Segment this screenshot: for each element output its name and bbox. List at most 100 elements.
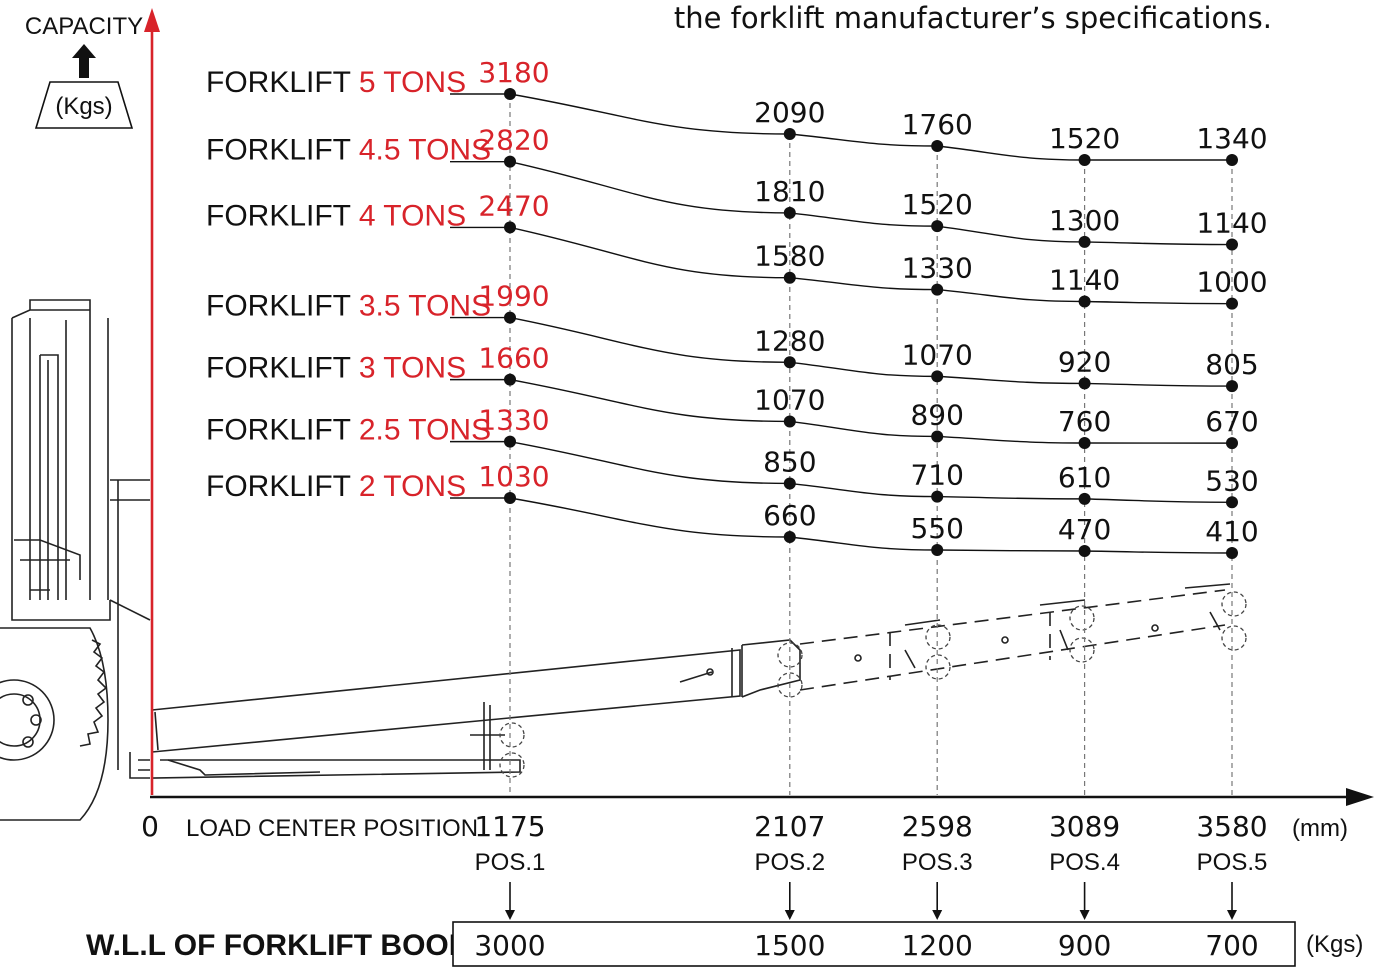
wll-values: 3000 1500 1200 900 700 (474, 929, 1258, 962)
data-point (783, 477, 796, 490)
data-label: 890 (910, 398, 963, 431)
data-point (783, 356, 796, 369)
series-line (450, 160, 1233, 246)
data-point (931, 490, 944, 503)
position-label: POS.3 (902, 849, 973, 876)
position-label: POS.2 (754, 849, 825, 876)
wll-arrowhead (1079, 910, 1090, 920)
legend-entry: FORKLIFT 4.5 TONS (206, 134, 491, 167)
legend-tonnage: 3 TONS (359, 352, 466, 385)
data-label: 530 (1205, 464, 1258, 497)
data-point (1078, 235, 1091, 248)
data-label: 1280 (754, 324, 825, 357)
x-tick-label: 3580 (1196, 810, 1267, 843)
legend-prefix: FORKLIFT (206, 414, 359, 447)
data-point (783, 206, 796, 219)
data-label: 850 (763, 445, 816, 478)
data-label: 1810 (754, 175, 825, 208)
data-label: 1070 (754, 383, 825, 416)
wll-label: W.L.L OF FORKLIFT BOOM (86, 929, 474, 962)
wll-value: 900 (1058, 929, 1111, 962)
x-tick-label: 3089 (1049, 810, 1120, 843)
series-line (450, 497, 1233, 554)
data-point (1226, 297, 1238, 310)
forklift-illustration (0, 299, 151, 821)
series-line (450, 316, 1233, 387)
wll-value: 3000 (474, 929, 545, 962)
series-layer: 3180 2090 1760 1520 1340 2820 1810 1520 1300 1140… (450, 56, 1268, 559)
data-point (1226, 238, 1238, 251)
wll-value: 700 (1205, 929, 1258, 962)
data-point (1078, 545, 1091, 557)
data-label: 760 (1058, 405, 1111, 438)
x-axis-unit: (mm) (1292, 815, 1348, 842)
position-label: POS.5 (1197, 849, 1268, 876)
legend-tonnage: 5 TONS (359, 66, 466, 99)
data-label: 1140 (1049, 264, 1120, 297)
legend-prefix: FORKLIFT (206, 352, 359, 385)
legend-prefix: FORKLIFT (206, 66, 359, 99)
position-label: POS.1 (475, 849, 546, 876)
data-label: 660 (763, 499, 816, 532)
data-label: 610 (1058, 461, 1111, 494)
data-point (931, 220, 944, 233)
wll-value: 1500 (754, 929, 825, 962)
data-label: 670 (1205, 405, 1258, 438)
data-point (1078, 437, 1091, 450)
data-point (1226, 547, 1238, 559)
series-line (450, 440, 1233, 503)
y-axis-unit: (Kgs) (55, 93, 112, 120)
boom-illustration (151, 583, 1247, 779)
data-label: 2470 (478, 189, 549, 222)
data-label: 1340 (1196, 122, 1267, 155)
data-point (931, 140, 944, 152)
legend-tonnage: 2 TONS (359, 470, 466, 503)
data-point (504, 88, 516, 100)
data-point (504, 492, 516, 504)
data-point (504, 311, 516, 324)
data-point (1078, 492, 1091, 505)
x-tick-label: 2107 (754, 810, 825, 843)
data-point (931, 370, 944, 383)
data-point (1078, 154, 1091, 166)
data-label: 1330 (478, 404, 549, 437)
wll-arrowhead (1227, 910, 1237, 920)
legend-prefix: FORKLIFT (206, 470, 359, 503)
weight-icon (34, 44, 134, 129)
legend-prefix: FORKLIFT (206, 134, 359, 167)
data-label: 1140 (1196, 207, 1267, 240)
data-point (783, 271, 796, 284)
position-label: POS.4 (1049, 849, 1120, 876)
wll-arrowhead (784, 910, 795, 920)
data-point (1226, 154, 1238, 166)
data-label: 1520 (1049, 122, 1120, 155)
legend-entry: FORKLIFT 5 TONS (206, 66, 466, 99)
data-point (1226, 380, 1238, 393)
data-point (1226, 437, 1238, 450)
data-label: 1330 (902, 252, 973, 285)
data-label: 1070 (902, 338, 973, 371)
data-point (504, 435, 516, 448)
x-ticks: 1175 POS.1 2107 POS.2 2598 POS.3 3089 POS.4 3580… (474, 810, 1267, 876)
x-tick-label: 1175 (474, 810, 545, 843)
data-label: 550 (910, 512, 963, 545)
guide-lines (505, 94, 1237, 920)
data-label: 410 (1205, 515, 1258, 548)
data-label: 1760 (902, 108, 973, 141)
legend-entry: FORKLIFT 3 TONS (206, 352, 466, 385)
data-label: 920 (1058, 345, 1111, 378)
data-point (1078, 295, 1091, 308)
legend-entry: FORKLIFT 2 TONS (206, 470, 466, 503)
series-line (450, 378, 1233, 444)
data-point (783, 531, 796, 543)
data-label: 1660 (478, 342, 549, 375)
data-label: 805 (1205, 348, 1258, 381)
data-point (783, 128, 796, 140)
x-axis-label: LOAD CENTER POSITION (186, 815, 478, 842)
series-line (450, 226, 1233, 305)
data-label: 470 (1058, 513, 1111, 546)
data-point (504, 221, 516, 234)
data-label: 2090 (754, 96, 825, 129)
